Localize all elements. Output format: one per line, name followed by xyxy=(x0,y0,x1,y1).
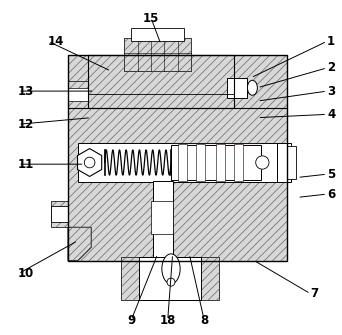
Bar xyxy=(234,144,244,182)
Circle shape xyxy=(167,278,175,286)
Bar xyxy=(124,38,191,71)
Bar xyxy=(121,257,219,300)
Bar xyxy=(88,55,234,108)
Bar xyxy=(51,206,68,222)
Text: 14: 14 xyxy=(48,35,64,48)
Bar xyxy=(88,55,234,108)
Bar xyxy=(68,81,88,108)
Bar xyxy=(287,146,295,179)
Text: 15: 15 xyxy=(143,11,159,24)
Circle shape xyxy=(84,157,95,168)
Bar xyxy=(51,201,68,227)
Bar xyxy=(196,144,205,182)
Text: 11: 11 xyxy=(18,158,35,171)
Bar xyxy=(177,144,187,182)
Text: 3: 3 xyxy=(327,85,335,97)
Text: 2: 2 xyxy=(327,61,335,74)
Text: 4: 4 xyxy=(327,108,336,121)
Ellipse shape xyxy=(247,80,258,95)
Polygon shape xyxy=(78,148,102,177)
Text: 13: 13 xyxy=(18,85,35,97)
Bar xyxy=(68,55,287,261)
Circle shape xyxy=(256,156,269,169)
Polygon shape xyxy=(68,227,91,261)
Bar xyxy=(124,38,191,71)
Bar xyxy=(140,257,201,300)
Bar xyxy=(78,143,277,183)
Text: 12: 12 xyxy=(18,118,35,131)
Bar xyxy=(68,55,287,261)
Bar xyxy=(277,143,291,183)
Bar xyxy=(121,257,219,300)
Bar xyxy=(227,78,247,98)
Bar xyxy=(68,88,88,101)
Bar xyxy=(88,55,234,108)
Bar xyxy=(151,201,173,234)
Bar xyxy=(68,81,88,108)
Bar xyxy=(153,181,173,261)
Text: 18: 18 xyxy=(159,314,176,327)
Text: 10: 10 xyxy=(18,267,35,280)
Bar xyxy=(216,144,225,182)
Text: 7: 7 xyxy=(311,287,319,300)
Bar xyxy=(68,55,287,261)
Ellipse shape xyxy=(162,254,180,284)
Bar xyxy=(51,201,68,227)
Text: 6: 6 xyxy=(327,188,336,201)
Text: 5: 5 xyxy=(327,168,336,181)
Bar xyxy=(171,145,261,180)
Bar xyxy=(131,28,184,41)
Text: 9: 9 xyxy=(127,314,135,327)
Text: 8: 8 xyxy=(200,314,208,327)
Text: 1: 1 xyxy=(327,35,335,48)
